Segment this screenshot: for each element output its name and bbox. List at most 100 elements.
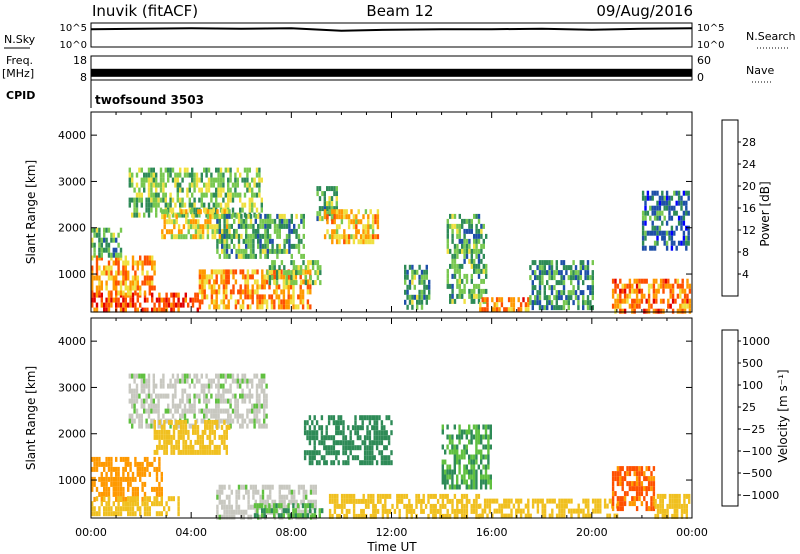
heatmap-cell <box>653 225 657 231</box>
heatmap-cell <box>208 429 212 435</box>
heatmap-cell <box>655 308 658 314</box>
heatmap-cell <box>354 425 357 431</box>
heatmap-cell <box>239 207 242 213</box>
heatmap-cell <box>406 284 409 290</box>
heatmap-cell <box>211 234 214 240</box>
heatmap-cell <box>282 508 285 514</box>
heatmap-cell <box>210 192 213 198</box>
heatmap-cell <box>621 283 624 289</box>
heatmap-cell <box>131 285 135 291</box>
heatmap-cell <box>659 308 663 314</box>
heatmap-cell <box>169 423 172 429</box>
heatmap-cell <box>220 424 224 430</box>
heatmap-cell <box>228 424 231 430</box>
heatmap-cell <box>546 270 549 276</box>
heatmap-cell <box>543 285 546 291</box>
heatmap-cell <box>293 223 296 229</box>
heatmap-cell <box>227 182 230 188</box>
heatmap-cell <box>257 223 260 229</box>
heatmap-cell <box>110 232 113 238</box>
heatmap-cell <box>186 373 189 379</box>
heatmap-cell <box>217 423 220 429</box>
heatmap-cell <box>206 444 209 450</box>
heatmap-cell <box>220 439 224 445</box>
heatmap-cell <box>448 513 452 519</box>
heatmap-cell <box>283 270 286 276</box>
heatmap-cell <box>266 218 269 224</box>
heatmap-cell <box>222 187 225 193</box>
heatmap-cell <box>124 501 127 507</box>
heatmap-cell <box>484 484 488 490</box>
heatmap-cell <box>163 224 166 230</box>
heatmap-cell <box>671 493 674 499</box>
heatmap-cell <box>326 214 329 220</box>
heatmap-cell <box>234 279 238 285</box>
heatmap-cell <box>587 508 590 514</box>
heatmap-cell <box>306 420 309 426</box>
heatmap-cell <box>233 233 236 239</box>
heatmap-cell <box>182 429 185 435</box>
heatmap-cell <box>470 248 473 254</box>
heatmap-cell <box>335 455 338 461</box>
heatmap-cell <box>152 378 155 384</box>
heatmap-cell <box>361 425 364 431</box>
heatmap-cell <box>177 307 180 313</box>
heatmap-cell <box>143 297 147 303</box>
heatmap-cell <box>243 398 247 404</box>
heatmap-cell <box>205 398 208 404</box>
heatmap-cell <box>93 496 96 502</box>
heatmap-cell <box>463 288 466 294</box>
heatmap-cell <box>344 435 348 441</box>
heatmap-cell <box>251 299 254 305</box>
heatmap-cell <box>398 508 401 514</box>
heatmap-cell <box>681 308 684 314</box>
heatmap-cell <box>340 493 344 499</box>
heatmap-cell <box>189 224 193 230</box>
heatmap-cell <box>225 248 229 254</box>
heatmap-cell <box>480 459 483 465</box>
heatmap-cell <box>483 498 487 504</box>
heatmap-cell <box>487 464 490 470</box>
heatmap-cell <box>683 508 686 514</box>
heatmap-cell <box>239 197 242 203</box>
heatmap-cell <box>428 279 431 285</box>
heatmap-cell <box>640 288 644 294</box>
heatmap-cell <box>480 243 483 249</box>
heatmap-cell <box>181 413 184 419</box>
heatmap-cell <box>444 479 447 485</box>
heatmap-cell <box>158 292 161 298</box>
heatmap-cell <box>468 424 471 430</box>
heatmap-cell <box>247 504 250 510</box>
heatmap-cell <box>458 498 461 504</box>
heatmap-cell <box>107 307 111 313</box>
heatmap-cell <box>680 200 683 206</box>
heatmap-cell <box>649 195 652 201</box>
heatmap-cell <box>167 302 171 308</box>
heatmap-cell <box>477 213 481 219</box>
heatmap-cell <box>315 460 319 466</box>
heatmap-cell <box>522 297 525 303</box>
heatmap-cell <box>216 489 219 495</box>
heatmap-cell <box>246 289 250 295</box>
heatmap-cell <box>577 300 580 306</box>
heatmap-cell <box>163 219 166 225</box>
heatmap-cell <box>410 508 413 514</box>
heatmap-cell <box>261 274 264 280</box>
heatmap-cell <box>347 460 350 466</box>
heatmap-cell <box>177 229 181 235</box>
heatmap-cell <box>167 496 171 502</box>
heatmap-cell <box>461 243 464 249</box>
heatmap-cell <box>268 508 271 514</box>
heatmap-cell <box>444 503 447 509</box>
heatmap-cell <box>280 299 283 305</box>
heatmap-cell <box>285 304 288 310</box>
heatmap-cell <box>198 289 202 295</box>
heatmap-cell <box>391 503 394 509</box>
heatmap-cell <box>133 197 136 203</box>
heatmap-cell <box>623 298 627 304</box>
heatmap-cell <box>475 493 478 499</box>
heatmap-cell <box>524 513 528 519</box>
heatmap-cell <box>538 285 542 291</box>
heatmap-cell <box>456 283 459 289</box>
heatmap-cell <box>460 434 464 440</box>
